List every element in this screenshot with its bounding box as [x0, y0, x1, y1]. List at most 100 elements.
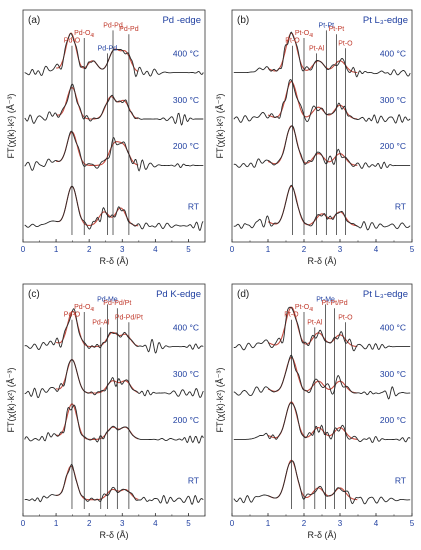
- plot-frame: [22, 9, 206, 243]
- x-axis-label: R-δ (Å): [307, 530, 336, 540]
- marker-label: Pt-Pt/Pd: [322, 300, 348, 307]
- experimental-trace-line: [24, 359, 204, 399]
- panel-title: Pt L₃-edge: [363, 289, 408, 300]
- panel-label: (a): [28, 15, 40, 26]
- temperature-label: 300 °C: [173, 95, 199, 105]
- marker-label-text: Pt-O: [295, 30, 310, 37]
- chart-panel-b: 0 1 2 3 4 5 R-δ (Å) FT(χ(k)·k²) (Å⁻³) (b) Pt L₃-e…: [215, 9, 415, 266]
- x-tick-label: 2: [87, 245, 92, 254]
- x-tick-label: 2: [87, 519, 92, 528]
- panel-label: (d): [237, 289, 249, 300]
- experimental-trace-line: [233, 306, 411, 352]
- experimental-trace-line: [233, 354, 411, 400]
- chart-panel-d: 0 1 2 3 4 5 R-δ (Å) FT(χ(k)·k²) (Å⁻³) (d) Pt L₃-e…: [215, 283, 415, 540]
- temperature-label: RT: [188, 476, 199, 486]
- marker-label-text: Pd-Pd/Pt: [103, 300, 131, 307]
- temperature-label: RT: [188, 202, 199, 212]
- chart-panel-c: 0 1 2 3 4 5 R-δ (Å) FT(χ(k)·k²) (Å⁻³) (c) Pd K-ed…: [6, 283, 206, 540]
- marker-label: Pd-Pd: [103, 22, 123, 29]
- fit-trace-line: [55, 86, 139, 120]
- y-axis-label: FT(χ(k)·k²) (Å⁻³): [6, 368, 16, 433]
- x-tick-label: 5: [410, 245, 415, 254]
- panel-title: Pt L₃-edge: [363, 15, 408, 26]
- marker-label-text: Pt-Me: [316, 296, 335, 303]
- marker-label-text: Pt-Al: [309, 45, 325, 52]
- fit-trace-line: [267, 125, 358, 166]
- temperature-label: 200 °C: [380, 415, 406, 425]
- marker-label: Pd-Pd: [98, 45, 118, 52]
- marker-label-text: Pd-O: [64, 312, 81, 319]
- marker-label-text: Pt-O: [295, 304, 310, 311]
- fit-trace-line: [267, 306, 358, 348]
- experimental-trace-line: [233, 460, 411, 505]
- marker-label-subscript: 4l: [90, 33, 94, 39]
- marker-label: Pd-Pd/Pt: [115, 314, 143, 321]
- temperature-label: 200 °C: [173, 141, 199, 151]
- x-tick-label: 0: [21, 519, 26, 528]
- marker-label-text: Pd-Al: [92, 319, 110, 326]
- x-tick-label: 5: [410, 519, 415, 528]
- marker-label-text: Pt-Pt/Pd: [322, 300, 348, 307]
- experimental-trace-line: [233, 402, 411, 443]
- x-tick-label: 0: [230, 519, 235, 528]
- x-tick-label: 1: [266, 519, 271, 528]
- marker-label: Pt-O: [338, 314, 353, 321]
- experimental-trace-line: [24, 185, 204, 231]
- marker-label-subscript: 4l: [90, 307, 94, 313]
- y-axis-label: FT(χ(k)·k²) (Å⁻³): [215, 368, 225, 433]
- temperature-label: RT: [395, 202, 406, 212]
- temperature-label: 400 °C: [380, 48, 406, 58]
- experimental-trace-line: [24, 463, 204, 505]
- temperature-label: 400 °C: [380, 322, 406, 332]
- marker-label-text: Pd-Me: [97, 296, 118, 303]
- marker-label: Pt-O: [284, 312, 299, 319]
- x-axis-label: R-δ (Å): [307, 256, 336, 266]
- marker-label: Pt-O4l: [295, 30, 313, 39]
- marker-label-text: Pt-Pt: [329, 26, 345, 33]
- fit-trace-line: [56, 403, 139, 440]
- temperature-label: 300 °C: [380, 369, 406, 379]
- x-tick-label: 3: [338, 519, 343, 528]
- plot-frame: [22, 283, 206, 517]
- marker-label-text: Pt-Al: [307, 319, 323, 326]
- x-tick-label: 1: [54, 245, 59, 254]
- experimental-trace-line: [24, 130, 204, 172]
- x-tick-label: 3: [338, 245, 343, 254]
- experimental-trace-line: [233, 125, 411, 169]
- y-axis-label: FT(χ(k)·k²) (Å⁻³): [215, 94, 225, 159]
- marker-label: Pt-Pt: [329, 26, 345, 33]
- x-tick-label: 4: [153, 519, 158, 528]
- x-axis-label: R-δ (Å): [99, 530, 128, 540]
- y-axis-label: FT(χ(k)·k²) (Å⁻³): [6, 94, 16, 159]
- temperature-label: 200 °C: [173, 415, 199, 425]
- marker-label-text: Pd-Pd/Pt: [115, 314, 143, 321]
- marker-label: Pd-O4l: [74, 304, 94, 313]
- panel-label: (c): [28, 289, 40, 300]
- experimental-trace-line: [233, 31, 411, 78]
- x-tick-label: 4: [374, 519, 379, 528]
- x-tick-label: 0: [21, 245, 26, 254]
- marker-label: Pt-Al: [309, 45, 325, 52]
- experimental-trace-line: [24, 308, 204, 354]
- marker-label-text: Pd-O: [64, 38, 81, 45]
- marker-label: Pt-Al: [307, 319, 323, 326]
- fit-trace-line: [56, 185, 139, 227]
- marker-label-subscript: 4l: [309, 307, 313, 313]
- x-tick-label: 4: [374, 245, 379, 254]
- experimental-trace-line: [233, 184, 411, 231]
- panel-title: Pd -edge: [162, 15, 201, 26]
- marker-label: Pd-Pd: [119, 26, 139, 33]
- x-tick-label: 3: [120, 245, 125, 254]
- fit-trace-line: [55, 310, 139, 348]
- temperature-label: 400 °C: [173, 48, 199, 58]
- marker-label-subscript: 4l: [309, 33, 313, 39]
- marker-label: Pd-O4l: [74, 30, 94, 39]
- marker-label: Pt-O: [338, 40, 353, 47]
- x-tick-label: 4: [153, 245, 158, 254]
- x-tick-label: 5: [186, 519, 191, 528]
- marker-label: Pd-O: [64, 38, 81, 45]
- marker-label-text: Pt-Pt: [319, 22, 335, 29]
- x-tick-label: 3: [120, 519, 125, 528]
- experimental-trace-line: [24, 404, 204, 444]
